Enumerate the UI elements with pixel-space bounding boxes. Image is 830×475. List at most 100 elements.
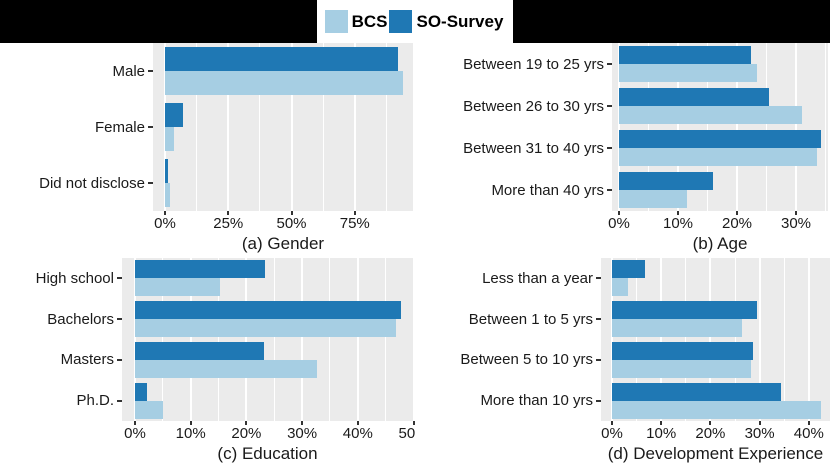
category-label-text: Between 31 to 40 yrs (463, 139, 604, 157)
minor-gridline (218, 258, 220, 421)
category-label: Between 26 to 30 yrs (415, 85, 612, 127)
legend-label-bcs: BCS (351, 11, 388, 31)
chart-caption-gender: (a) Gender (241, 234, 325, 253)
legend-bar: BCS SO-Survey (0, 0, 830, 43)
axis-tick-label: 40% (793, 425, 824, 442)
chart-panel-development-experience: Less than a year Between 1 to 5 yrs Betwee… (415, 258, 830, 464)
axis-area: 0% 10% 20% 30% 40% (601, 421, 830, 443)
major-gridline (301, 258, 304, 421)
major-gridline (412, 258, 413, 421)
minor-gridline (196, 43, 198, 211)
major-gridline (677, 43, 679, 211)
chart-grid: Male Female Did not disclose 0% 25% 50% 75% (a… (0, 43, 830, 464)
axis-tick-label: 0% (124, 425, 146, 442)
category-labels: Between 19 to 25 yrs Between 26 to 30 yrs… (415, 43, 612, 211)
major-gridline (795, 43, 797, 211)
category-label: Between 1 to 5 yrs (415, 299, 601, 340)
category-label-text: Male (112, 62, 145, 80)
category-label-text: Masters (60, 351, 114, 369)
axis-tick (795, 211, 797, 215)
axis-tick (134, 421, 136, 425)
legend-label-so-survey: SO-Survey (416, 11, 504, 31)
category-label-text: More than 10 yrs (480, 392, 593, 410)
axis-tick-label: 40% (342, 425, 373, 442)
category-label: Less than a year (415, 258, 601, 299)
bar-bcs (619, 148, 817, 166)
bar-so-survey (165, 47, 398, 71)
x-axis: 0% 10% 20% 30% (415, 211, 830, 233)
major-gridline (356, 258, 359, 421)
category-label-text: Female (94, 118, 145, 136)
axis-tick (709, 421, 712, 425)
major-gridline (618, 43, 620, 211)
axis-tick (301, 421, 304, 425)
category-label: Female (0, 99, 153, 155)
category-labels: High school Bachelors Masters Ph.D. (0, 258, 122, 421)
minor-gridline (259, 43, 261, 211)
category-label-text: Did not disclose (39, 174, 145, 192)
category-label-text: Between 5 to 10 yrs (460, 351, 593, 369)
bar-so-survey (612, 382, 781, 401)
bar-so-survey (165, 103, 183, 127)
plot-row: Less than a year Between 1 to 5 yrs Betwee… (415, 258, 830, 421)
axis-tick-label: 75% (339, 215, 370, 232)
plot-row: Male Female Did not disclose (0, 43, 415, 211)
axis-tick-label: 30% (744, 425, 775, 442)
major-gridline (807, 258, 810, 421)
bar-so-survey (619, 46, 751, 64)
axis-tick (807, 421, 810, 425)
axis-tick-label: 0% (154, 215, 176, 232)
bar-so-survey (612, 341, 753, 360)
bar-bcs (612, 319, 742, 338)
category-label: Did not disclose (0, 155, 153, 211)
major-gridline (353, 43, 356, 211)
category-label: Between 19 to 25 yrs (415, 43, 612, 85)
x-axis: 0% 10% 20% 30% 40% 50% (0, 421, 415, 443)
category-label-text: Between 19 to 25 yrs (463, 55, 604, 73)
axis-tick (189, 421, 192, 425)
category-labels: Male Female Did not disclose (0, 43, 153, 211)
bar-so-survey (612, 260, 646, 279)
legend-swatch-so-survey (389, 10, 413, 33)
bar-so-survey (135, 260, 266, 279)
axis-tick (412, 421, 415, 425)
legend-box: BCS SO-Survey (316, 0, 514, 43)
axis-tick-label: 30% (780, 215, 812, 232)
axis-spacer (415, 421, 601, 443)
major-gridline (611, 258, 613, 421)
minor-gridline (273, 258, 275, 421)
category-label-text: Ph.D. (76, 392, 114, 410)
bar-so-survey (135, 382, 148, 401)
axis-tick-label: 20% (695, 425, 726, 442)
minor-gridline (322, 43, 324, 211)
axis-tick (356, 421, 359, 425)
category-label: Ph.D. (0, 380, 122, 421)
minor-gridline (385, 258, 387, 421)
bar-bcs (135, 359, 318, 378)
axis-spacer (0, 211, 153, 233)
axis-tick-label: 0% (608, 215, 630, 232)
x-axis: 0% 25% 50% 75% (0, 211, 415, 233)
bar-bcs (165, 127, 174, 151)
category-label: More than 40 yrs (415, 169, 612, 211)
bar-bcs (612, 278, 629, 297)
plot-row: Between 19 to 25 yrs Between 26 to 30 yrs… (415, 43, 830, 211)
bar-bcs (612, 359, 752, 378)
axis-tick (618, 211, 620, 215)
bar-so-survey (135, 301, 402, 320)
bar-bcs (619, 106, 802, 124)
major-gridline (709, 258, 712, 421)
chart-panel-education: High school Bachelors Masters Ph.D. 0% 10% 20… (0, 258, 415, 464)
bar-bcs (135, 278, 221, 297)
major-gridline (290, 43, 293, 211)
category-label: Masters (0, 340, 122, 381)
chart-caption-education: (c) Education (217, 444, 318, 463)
bar-bcs (619, 64, 758, 82)
minor-gridline (385, 43, 387, 211)
category-label: Male (0, 43, 153, 99)
minor-gridline (766, 43, 767, 211)
axis-tick (736, 211, 738, 215)
bar-so-survey (612, 301, 758, 320)
bar-so-survey (135, 341, 265, 360)
